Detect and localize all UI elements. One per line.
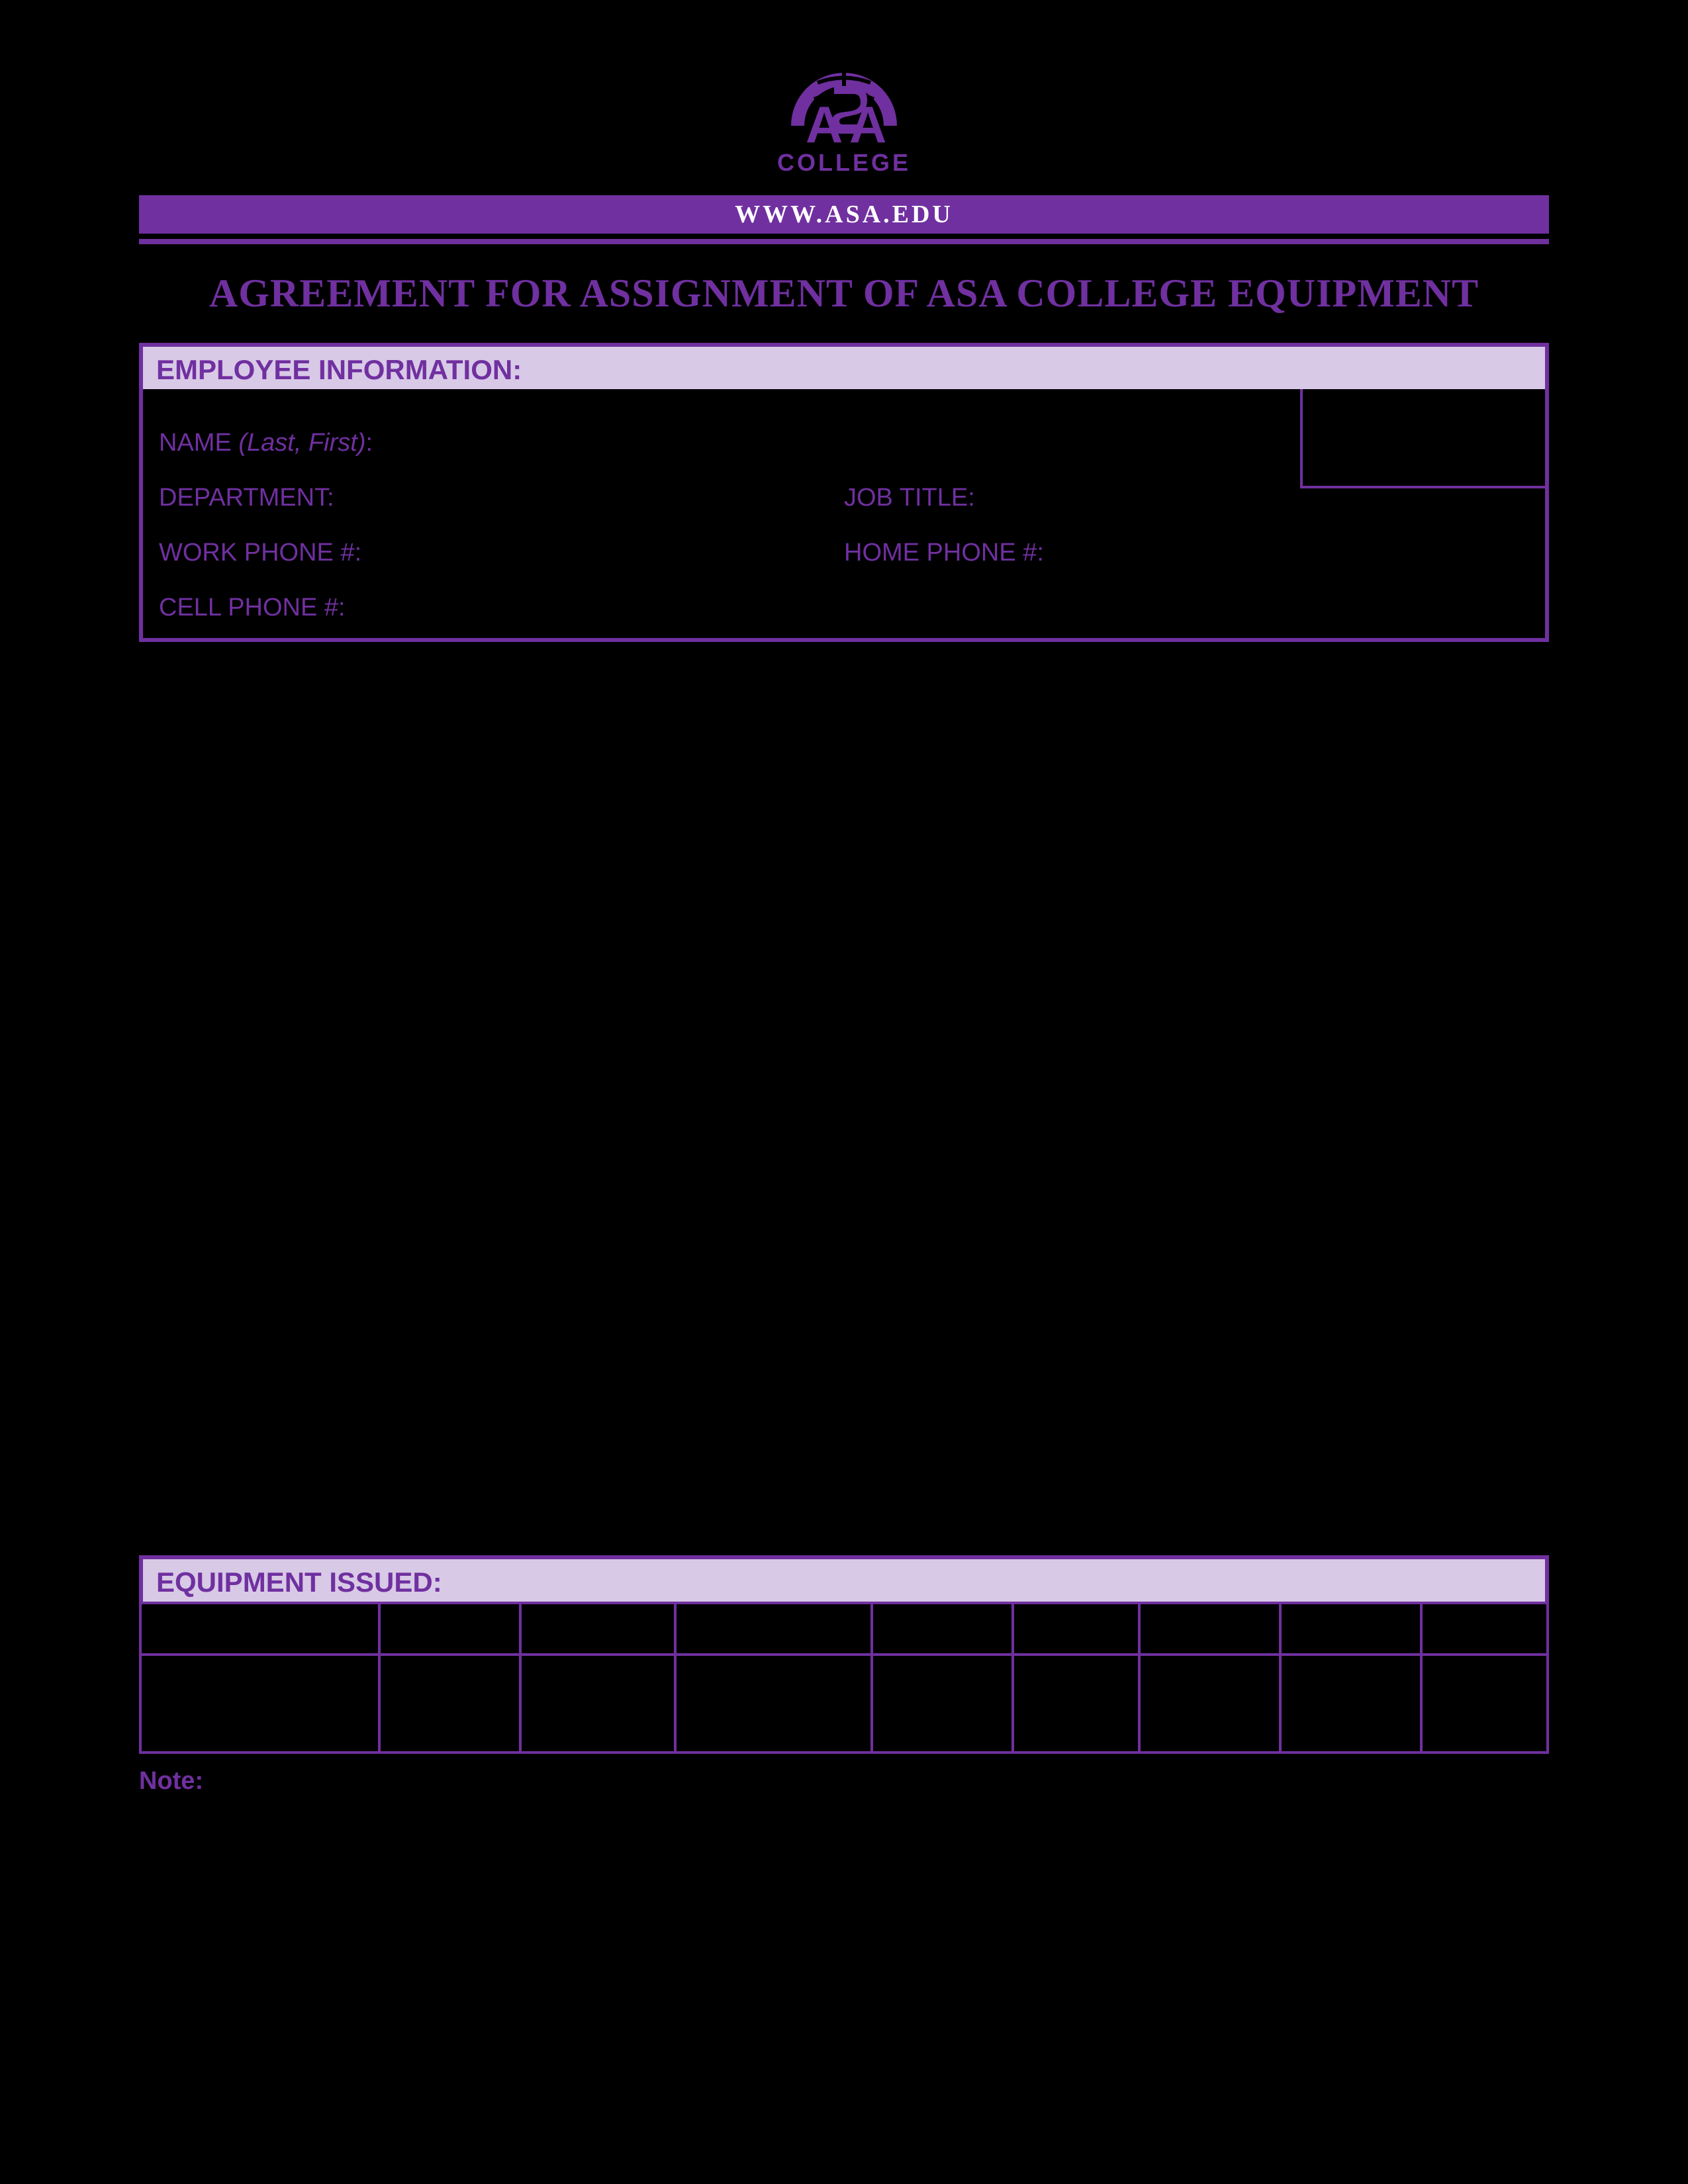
equip-h-8[interactable] — [1280, 1603, 1421, 1655]
logo-college-text: COLLEGE — [777, 149, 911, 176]
equip-d-4[interactable] — [675, 1655, 872, 1752]
job-title-label: JOB TITLE: — [844, 484, 975, 512]
department-label: DEPARTMENT: — [159, 484, 334, 512]
employee-corner-box — [1300, 389, 1545, 488]
equip-d-9[interactable] — [1421, 1655, 1548, 1752]
equip-d-6[interactable] — [1013, 1655, 1139, 1752]
equip-d-2[interactable] — [379, 1655, 520, 1752]
equipment-data-row — [140, 1655, 1548, 1752]
equip-d-7[interactable] — [1139, 1655, 1280, 1752]
name-colon: : — [365, 429, 373, 457]
equip-h-9[interactable] — [1421, 1603, 1548, 1655]
body-gap — [139, 642, 1549, 1555]
page: A A COLLEGE WWW.ASA.EDU AGREEMENT FOR AS… — [0, 0, 1688, 2184]
page-title: AGREEMENT FOR ASSIGNMENT OF ASA COLLEGE … — [139, 271, 1549, 316]
work-phone-label: WORK PHONE #: — [159, 539, 361, 567]
equip-h-6[interactable] — [1013, 1603, 1139, 1655]
asa-college-logo-icon: A A COLLEGE — [751, 46, 937, 185]
url-bar: WWW.ASA.EDU — [139, 195, 1549, 234]
url-underline — [139, 239, 1549, 244]
employee-info-box: NAME (Last, First): DEPARTMENT: JOB TITL… — [139, 389, 1549, 642]
equip-h-1[interactable] — [140, 1603, 379, 1655]
name-hint: (Last, First) — [238, 429, 365, 457]
equip-h-7[interactable] — [1139, 1603, 1280, 1655]
equip-h-3[interactable] — [520, 1603, 675, 1655]
equip-h-5[interactable] — [872, 1603, 1013, 1655]
equip-h-2[interactable] — [379, 1603, 520, 1655]
equip-d-5[interactable] — [872, 1655, 1013, 1752]
equip-d-1[interactable] — [140, 1655, 379, 1752]
employee-row-phones: WORK PHONE #: HOME PHONE #: — [159, 539, 1529, 567]
employee-row-cell: CELL PHONE #: — [159, 594, 1529, 622]
employee-info-header: EMPLOYEE INFORMATION: — [139, 343, 1549, 389]
home-phone-field[interactable]: HOME PHONE #: — [844, 539, 1529, 567]
work-phone-field[interactable]: WORK PHONE #: — [159, 539, 844, 567]
note-label: Note: — [139, 1767, 1549, 1796]
equipment-header-row — [140, 1603, 1548, 1655]
equip-d-8[interactable] — [1280, 1655, 1421, 1752]
name-label: NAME — [159, 429, 232, 457]
equip-h-4[interactable] — [675, 1603, 872, 1655]
home-phone-label: HOME PHONE #: — [844, 539, 1044, 567]
equipment-issued-header: EQUIPMENT ISSUED: — [139, 1555, 1549, 1602]
cell-phone-field[interactable]: CELL PHONE #: — [159, 594, 844, 622]
equip-d-3[interactable] — [520, 1655, 675, 1752]
equipment-table — [139, 1602, 1549, 1754]
logo-container: A A COLLEGE — [139, 46, 1549, 189]
department-field[interactable]: DEPARTMENT: — [159, 484, 844, 512]
empty-cell — [844, 594, 1529, 622]
cell-phone-label: CELL PHONE #: — [159, 594, 346, 621]
